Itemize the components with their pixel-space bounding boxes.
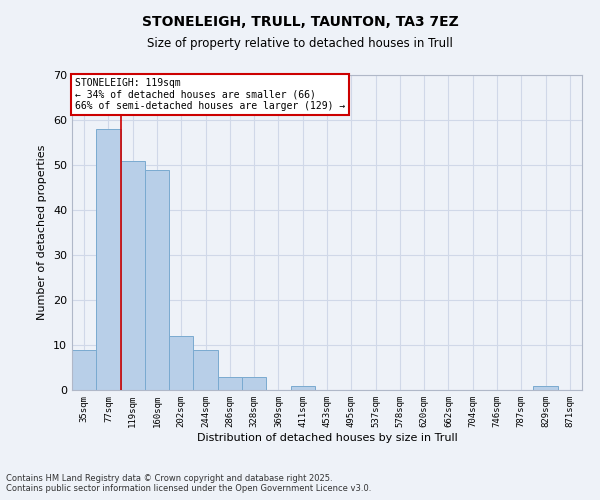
Bar [121,160,145,390]
Bar [96,129,121,390]
Bar [145,170,169,390]
Text: Contains HM Land Registry data © Crown copyright and database right 2025.: Contains HM Land Registry data © Crown c… [6,474,332,483]
Text: Contains public sector information licensed under the Open Government Licence v3: Contains public sector information licen… [6,484,371,493]
Text: STONELEIGH, TRULL, TAUNTON, TA3 7EZ: STONELEIGH, TRULL, TAUNTON, TA3 7EZ [142,15,458,29]
Bar [242,376,266,390]
Text: STONELEIGH: 119sqm
← 34% of detached houses are smaller (66)
66% of semi-detache: STONELEIGH: 119sqm ← 34% of detached hou… [74,78,345,112]
Bar [72,350,96,390]
Bar [169,336,193,390]
Bar [218,376,242,390]
Bar [290,386,315,390]
Y-axis label: Number of detached properties: Number of detached properties [37,145,47,320]
X-axis label: Distribution of detached houses by size in Trull: Distribution of detached houses by size … [197,432,457,442]
Text: Size of property relative to detached houses in Trull: Size of property relative to detached ho… [147,38,453,51]
Bar [533,386,558,390]
Bar [193,350,218,390]
